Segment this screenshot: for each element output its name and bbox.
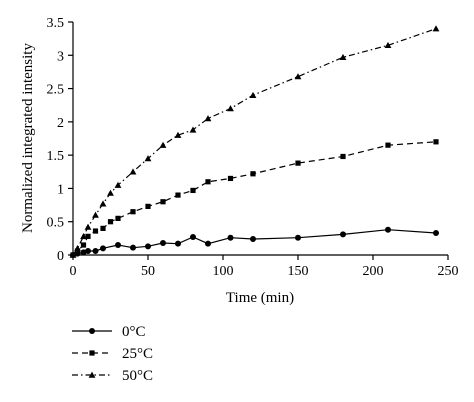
- data-point: [100, 225, 106, 231]
- data-point: [130, 209, 136, 215]
- data-point: [100, 245, 106, 252]
- data-point: [115, 242, 121, 249]
- y-tick-label: 0.5: [47, 216, 65, 231]
- series-layer: [69, 25, 440, 258]
- data-point: [160, 240, 166, 247]
- x-tick-label: 150: [288, 264, 309, 279]
- y-tick-label: 3.5: [47, 16, 65, 31]
- data-point: [99, 200, 107, 207]
- data-point: [205, 240, 211, 247]
- ticks: 0 50 100 150 200 250 0 0.5 1 1.5 2 2.5 3 3.5: [47, 16, 459, 279]
- series-line: [72, 28, 437, 256]
- legend-item: 0°C: [72, 324, 146, 340]
- y-tick-label: 1.5: [47, 149, 65, 164]
- data-point: [145, 203, 151, 210]
- data-point: [80, 249, 87, 256]
- data-point: [433, 139, 439, 145]
- data-point: [85, 233, 91, 239]
- data-point: [107, 189, 114, 196]
- y-tick-label: 2.5: [47, 83, 65, 98]
- data-point: [385, 142, 391, 148]
- x-tick-label: 250: [438, 264, 459, 279]
- x-tick-label: 200: [363, 264, 384, 279]
- legend-item: 25°C: [72, 346, 153, 362]
- data-point: [144, 155, 152, 162]
- x-axis-title: Time (min): [226, 290, 294, 306]
- data-point: [294, 73, 302, 80]
- legend-label: 25°C: [122, 346, 153, 362]
- legend-marker: [89, 350, 95, 356]
- data-point: [432, 25, 440, 32]
- data-point: [227, 234, 234, 241]
- data-point: [339, 53, 347, 61]
- data-point: [204, 115, 212, 122]
- data-point: [340, 231, 346, 238]
- y-tick-label: 2: [57, 116, 64, 131]
- data-point: [80, 242, 87, 248]
- legend-label: 0°C: [122, 324, 146, 340]
- data-point: [80, 232, 87, 240]
- data-point: [433, 230, 439, 237]
- data-point: [92, 211, 99, 218]
- data-point: [174, 131, 182, 138]
- data-point: [115, 215, 121, 221]
- x-tick-label: 100: [213, 264, 234, 279]
- data-point: [107, 219, 114, 225]
- data-point: [145, 243, 151, 250]
- x-tick-label: 0: [70, 264, 77, 279]
- data-point: [85, 248, 91, 255]
- data-point: [295, 160, 301, 166]
- series-triangle: [69, 25, 440, 258]
- data-point: [160, 199, 166, 205]
- y-tick-label: 0: [57, 249, 64, 264]
- data-point: [175, 192, 181, 198]
- x-tick-label: 50: [141, 264, 155, 279]
- y-axis-title: Normalized integrated intensity: [20, 43, 36, 233]
- axes: [72, 22, 448, 256]
- data-point: [159, 141, 167, 148]
- data-point: [175, 240, 181, 247]
- data-point: [190, 234, 196, 241]
- data-point: [130, 244, 136, 251]
- legend-marker: [89, 328, 95, 334]
- series-line: [72, 229, 437, 256]
- data-point: [129, 168, 137, 175]
- data-point: [250, 171, 256, 177]
- data-point: [92, 248, 99, 255]
- data-point: [340, 153, 346, 160]
- data-point: [92, 228, 99, 234]
- legend-item: 50°C: [72, 368, 153, 384]
- y-tick-label: 3: [57, 49, 64, 64]
- data-point: [385, 226, 391, 233]
- data-point: [250, 236, 256, 243]
- data-point: [189, 126, 197, 133]
- legend-label: 50°C: [122, 368, 153, 384]
- data-point: [384, 41, 392, 49]
- legend-marker: [88, 371, 96, 378]
- data-point: [205, 179, 211, 185]
- data-point: [114, 181, 122, 188]
- data-point: [74, 244, 81, 252]
- data-point: [227, 175, 234, 182]
- y-tick-label: 1: [57, 182, 64, 197]
- data-point: [227, 105, 234, 112]
- legend: 0°C 25°C 50°C: [72, 324, 153, 384]
- data-point: [190, 187, 196, 194]
- series-circle: [70, 226, 439, 258]
- data-point: [84, 223, 92, 230]
- data-point: [295, 234, 301, 241]
- data-point: [69, 251, 77, 258]
- data-point: [249, 91, 257, 98]
